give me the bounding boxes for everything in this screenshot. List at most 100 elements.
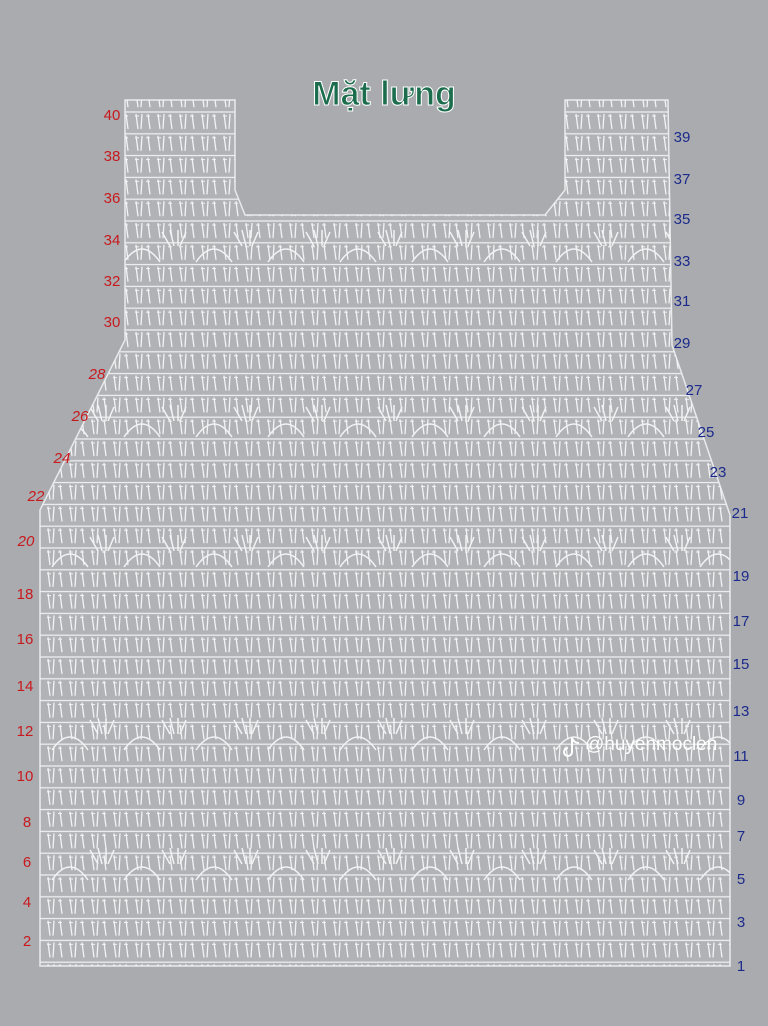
row-number: 26 [71, 408, 89, 425]
fan-spokes [161, 717, 187, 735]
row-number: 31 [674, 293, 691, 310]
row-number: 18 [17, 586, 34, 603]
tiktok-icon [563, 737, 580, 757]
fan [627, 553, 665, 568]
fan-spokes [449, 229, 475, 247]
fan [339, 736, 377, 751]
fan-spokes [665, 847, 691, 865]
fan [267, 248, 305, 263]
fan-spokes [161, 229, 187, 247]
row-number: 4 [23, 894, 31, 911]
row-number: 12 [17, 723, 34, 740]
fan [411, 553, 449, 568]
row-number: 20 [17, 533, 35, 550]
row-number: 15 [733, 656, 750, 673]
fan [195, 553, 233, 568]
fan [483, 248, 521, 263]
row-number: 1 [737, 958, 745, 975]
fan [555, 553, 593, 568]
fan-spokes [89, 534, 115, 552]
fan [483, 423, 521, 438]
row-number: 33 [674, 253, 691, 270]
row-number: 9 [737, 792, 745, 809]
row-number: 21 [732, 505, 749, 522]
stitch-rows [40, 100, 730, 966]
fan [339, 866, 377, 881]
fan [195, 866, 233, 881]
fan [123, 736, 161, 751]
fan-spokes [738, 848, 762, 864]
row-number: 13 [733, 703, 750, 720]
fan-spokes [449, 534, 475, 552]
fan [411, 423, 449, 438]
fan [483, 553, 521, 568]
row-number: 7 [737, 828, 745, 845]
fan-spokes [665, 404, 691, 422]
fan-spokes [593, 404, 619, 422]
fan-spokes [521, 404, 547, 422]
fan-spokes [593, 229, 619, 247]
fan-spokes [377, 847, 403, 865]
row-number: 40 [104, 107, 121, 124]
row-number: 2 [23, 933, 31, 950]
fan-spokes [305, 229, 331, 247]
fan-spokes [521, 847, 547, 865]
fan [339, 423, 377, 438]
row-number: 6 [23, 854, 31, 871]
fan [123, 423, 161, 438]
fan-spokes [89, 847, 115, 865]
fan [195, 248, 233, 263]
row-number: 29 [674, 335, 691, 352]
fan-spokes [738, 535, 762, 551]
row-number: 24 [53, 450, 71, 467]
fan [51, 736, 89, 751]
fan [411, 248, 449, 263]
fan [627, 736, 665, 751]
fan [483, 866, 521, 881]
fan [411, 736, 449, 751]
fan [699, 248, 730, 263]
row-number: 39 [674, 129, 691, 146]
fan-spokes [305, 717, 331, 735]
fan-spokes [161, 534, 187, 552]
fan-spokes [377, 404, 403, 422]
fan [699, 736, 730, 751]
fan-spokes [738, 405, 762, 421]
fan-spokes [305, 847, 331, 865]
row-number: 38 [104, 148, 121, 165]
row-number: 27 [686, 382, 703, 399]
fan [699, 553, 730, 568]
row-number: 37 [674, 171, 691, 188]
fan [555, 736, 593, 751]
fan-spokes [233, 404, 259, 422]
row-number: 5 [737, 871, 745, 888]
fan-spokes [521, 534, 547, 552]
fan-spokes [377, 717, 403, 735]
fan [627, 248, 665, 263]
row-number: 19 [733, 568, 750, 585]
fan-spokes [233, 229, 259, 247]
fan-spokes [377, 534, 403, 552]
chart-title: Mặt lưng [312, 75, 456, 113]
row-number: 35 [674, 211, 691, 228]
fan [339, 248, 377, 263]
fan [267, 553, 305, 568]
fan-spokes [305, 404, 331, 422]
row-number: 10 [17, 768, 34, 785]
fan [627, 423, 665, 438]
fan-spokes [593, 534, 619, 552]
row-number: 25 [698, 424, 715, 441]
fan-spokes [665, 717, 691, 735]
fan [627, 866, 665, 881]
fan-spokes [449, 847, 475, 865]
row-number: 3 [737, 914, 745, 931]
fan [339, 553, 377, 568]
fan [51, 553, 89, 568]
fan-spokes [521, 229, 547, 247]
fan [195, 423, 233, 438]
fan-spokes [449, 404, 475, 422]
row-number: 22 [27, 488, 45, 505]
fan [123, 866, 161, 881]
row-number: 32 [104, 273, 121, 290]
